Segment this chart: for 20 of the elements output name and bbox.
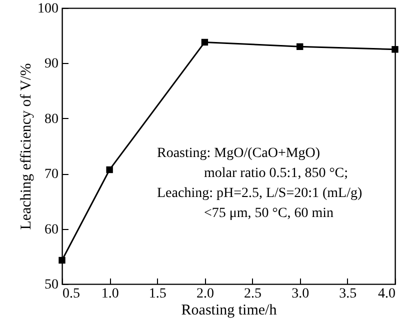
x-axis-title: Roasting time/h [181, 302, 278, 318]
x-tick-label: 0.5 [62, 286, 80, 302]
y-tick-label: 80 [44, 112, 58, 127]
annotation: <75 μm, 50 °C, 60 min [204, 206, 334, 221]
x-tick-label: 2.0 [196, 286, 214, 302]
x-tick-label: 1.0 [101, 286, 119, 302]
annotation: Leaching: pH=2.5, L/S=20:1 (mL/g) [157, 186, 362, 201]
y-tick-label: 50 [44, 278, 58, 292]
y-tick-label: 60 [44, 222, 58, 238]
y-tick-label: 70 [44, 167, 58, 182]
x-tick-label: 1.5 [148, 286, 166, 302]
y-tick-label: 90 [44, 56, 58, 72]
x-tick-label: 3.5 [339, 286, 357, 302]
x-tick-label: 2.5 [244, 286, 262, 302]
x-tick-label: 4.0 [378, 286, 396, 302]
annotation: molar ratio 0.5:1, 850 °C; [204, 166, 348, 181]
x-tick-label: 3.0 [292, 286, 310, 302]
y-axis-title: Leaching efficiency of V/% [18, 63, 34, 230]
annotation: Roasting: MgO/(CaO+MgO) [157, 146, 320, 161]
y-tick-label: 100 [38, 2, 58, 16]
